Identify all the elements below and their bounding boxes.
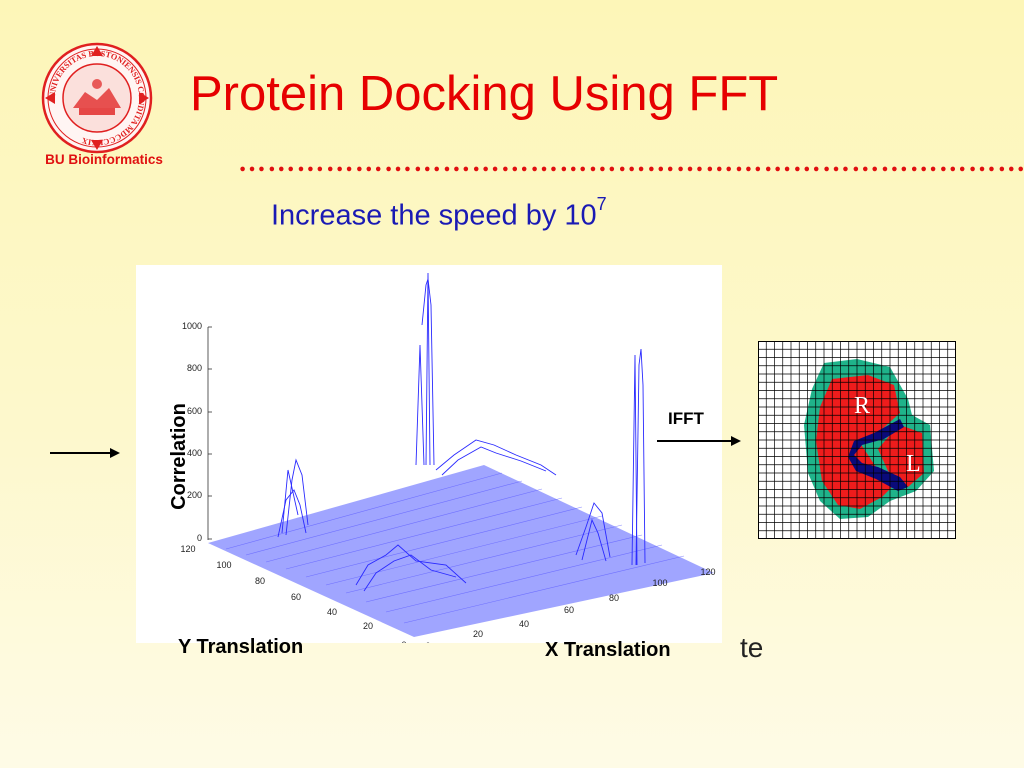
y-tick: 0	[401, 640, 406, 643]
correlation-surface-plot: 1000 800 600 400 200 0 120	[136, 265, 722, 643]
y-tick: 20	[363, 621, 373, 631]
docking-grid: R L	[758, 341, 956, 539]
x-tick: 20	[473, 629, 483, 639]
z-tick: 1000	[182, 321, 202, 331]
surface-grid	[225, 472, 685, 624]
y-tick: 40	[327, 607, 337, 617]
partial-text: te	[740, 632, 764, 663]
x-tick: 100	[652, 578, 667, 588]
y-tick: 100	[216, 560, 231, 570]
y-axis-label: Y Translation	[178, 636, 304, 658]
ifft-label: IFFT	[668, 409, 704, 428]
org-label: BU Bioinformatics	[45, 152, 163, 167]
subtitle: Increase the speed by 107	[271, 194, 607, 233]
z-axis-label: Correlation	[167, 403, 190, 510]
ligand-label: L	[906, 451, 921, 477]
z-tick: 800	[187, 363, 202, 373]
x-axis-label: X Translation	[545, 639, 671, 661]
receptor-label: R	[854, 393, 870, 419]
z-tick: 200	[187, 490, 202, 500]
arrow-right-icon	[657, 436, 741, 446]
x-tick: 0	[425, 641, 430, 643]
arrow-right-icon	[50, 448, 120, 458]
slide-title: Protein Docking Using FFT	[190, 67, 779, 121]
x-tick: 60	[564, 605, 574, 615]
x-tick: 40	[519, 619, 529, 629]
bu-seal-logo: UNIVERSITAS BOSTONIENSIS CONDITA MDCCCLX…	[41, 42, 153, 154]
z-tick: 600	[187, 406, 202, 416]
x-tick: 80	[609, 593, 619, 603]
x-tick: 120	[700, 567, 715, 577]
subtitle-text: Increase the speed by 10	[271, 199, 597, 232]
dotted-divider: ………………………………………………………………………………………	[238, 150, 1024, 176]
z-tick: 0	[197, 533, 202, 543]
y-tick: 60	[291, 592, 301, 602]
y-tick: 80	[255, 576, 265, 586]
z-tick: 400	[187, 448, 202, 458]
subtitle-exponent: 7	[596, 194, 607, 214]
y-tick: 120	[180, 544, 195, 554]
correlation-peaks	[277, 272, 646, 592]
